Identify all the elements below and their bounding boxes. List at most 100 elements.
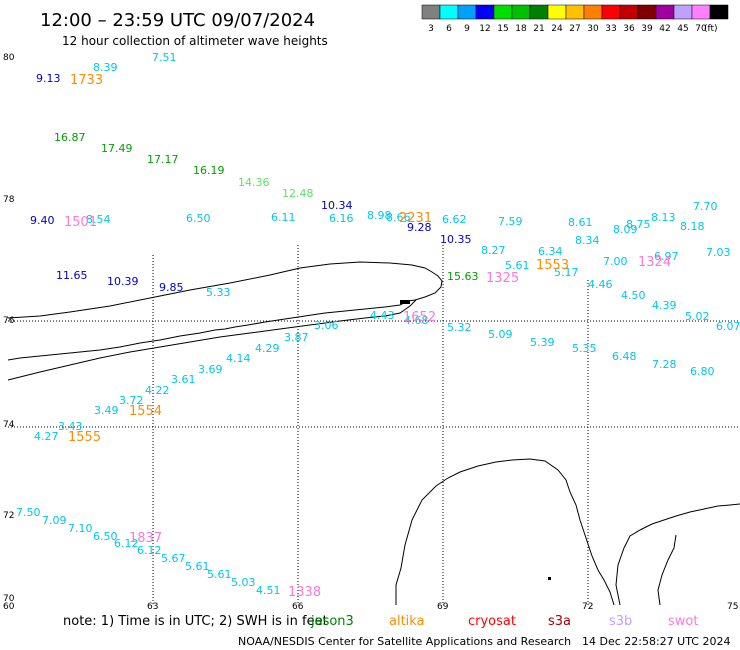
wave-height-value: 6.97	[654, 250, 679, 263]
wave-height-value: 5.67	[161, 552, 186, 565]
mission-label: altika	[389, 614, 425, 629]
wave-height-value: 5.32	[447, 321, 472, 334]
lat-label: 78	[3, 195, 15, 205]
wave-height-value: 5.09	[488, 328, 513, 341]
mission-label: s3a	[548, 614, 571, 629]
lat-label: 72	[3, 511, 14, 521]
pass-time-label: 1553	[536, 258, 569, 273]
wave-height-value: 7.70	[693, 200, 718, 213]
longitude-labels: 60 63 66 69 72 75	[3, 602, 738, 612]
legend-label: 42	[659, 24, 670, 34]
wave-height-value: 9.28	[407, 221, 432, 234]
lat-label: 74	[3, 420, 15, 430]
wave-height-value: 5.35	[572, 342, 597, 355]
wave-height-legend: 3 6 9 12 15 18 21 24 27 30 33 36 39 42 45 70(ft)	[421, 4, 729, 34]
legend-label: 9	[464, 24, 470, 34]
legend-swatch	[493, 4, 513, 20]
wave-height-value: 3.43	[58, 420, 83, 433]
mission-label: s3b	[609, 614, 632, 629]
wave-height-value: 4.68	[404, 314, 429, 327]
lat-label: 80	[3, 53, 15, 63]
footer-note: note: 1) Time is in UTC; 2) SWH is in fe…	[63, 614, 328, 629]
legend-swatch	[457, 4, 477, 20]
legend-swatch	[565, 4, 585, 20]
wave-height-value: 6.50	[186, 212, 211, 225]
mission-label: cryosat	[468, 614, 516, 629]
legend-swatch	[691, 4, 711, 20]
pass-time-label: 1733	[70, 73, 103, 88]
wave-height-value: 6.12	[114, 537, 139, 550]
lat-label: 76	[3, 316, 15, 326]
wave-height-value: 3.69	[198, 363, 223, 376]
legend-swatch	[709, 4, 729, 20]
legend-swatch	[601, 4, 621, 20]
page-title: 12:00 – 23:59 UTC 09/07/2024	[40, 10, 315, 31]
legend-swatch	[475, 4, 495, 20]
wave-height-value: 7.10	[68, 522, 93, 535]
wave-height-value: 11.65	[56, 269, 88, 282]
legend-label: 3	[428, 24, 434, 34]
wave-height-value: 8.13	[651, 211, 676, 224]
mission-legend: jason3 altika cryosat s3a s3b swot	[310, 614, 698, 629]
wave-height-value: 6.12	[137, 544, 162, 557]
coastline-island-south	[7, 299, 417, 381]
wave-height-value: 14.36	[238, 176, 270, 189]
lon-label: 72	[582, 602, 593, 612]
lon-label: 63	[147, 602, 158, 612]
map-area	[7, 245, 740, 606]
lon-label: 75	[727, 602, 738, 612]
wave-height-value: 12.48	[282, 187, 314, 200]
lon-label: 60	[3, 602, 15, 612]
wave-height-value: 7.28	[652, 358, 677, 371]
wave-height-value: 10.39	[107, 275, 139, 288]
wave-height-value: 8.09	[613, 223, 638, 236]
wave-height-value: 17.17	[147, 153, 179, 166]
wave-height-value: 7.50	[16, 506, 41, 519]
wave-height-value: 5.61	[185, 560, 210, 573]
legend-label: 70	[695, 24, 707, 34]
wave-height-value: 7.59	[498, 215, 523, 228]
legend-swatch	[673, 4, 693, 20]
wave-height-value: 7.09	[42, 514, 67, 527]
legend-swatch	[421, 4, 441, 20]
pass-time-label: 1338	[288, 585, 321, 600]
legend-label: 21	[533, 24, 544, 34]
coastline-mainland	[395, 458, 615, 606]
wave-height-value: 8.18	[680, 220, 705, 233]
wave-height-value: 3.06	[314, 319, 339, 332]
pass-time-label: 1555	[68, 430, 101, 445]
legend-swatch	[439, 4, 459, 20]
wave-height-value: 4.46	[588, 278, 613, 291]
wave-height-value: 17.49	[101, 142, 133, 155]
legend-swatch	[637, 4, 657, 20]
legend-unit: (ft)	[704, 24, 718, 34]
wave-height-value: 4.51	[256, 584, 281, 597]
legend-label: 36	[623, 24, 635, 34]
wave-height-value: 6.16	[329, 212, 354, 225]
coastline	[7, 261, 740, 606]
legend-label: 30	[587, 24, 599, 34]
wave-height-value: 8.98	[367, 209, 392, 222]
wave-height-value: 3.87	[284, 331, 309, 344]
coastline-peninsula-east	[615, 503, 740, 606]
pass-time-label: 1652	[403, 310, 436, 325]
wave-height-value: 10.35	[440, 233, 472, 246]
wave-height-value: 6.62	[442, 213, 467, 226]
wave-height-value: 4.22	[145, 384, 170, 397]
wave-height-value: 3.72	[119, 394, 144, 407]
wave-height-value: 8.54	[86, 213, 111, 226]
legend-swatch	[547, 4, 567, 20]
legend-label: 33	[605, 24, 616, 34]
mission-label: jason3	[310, 614, 354, 629]
wave-height-value: 8.61	[568, 216, 593, 229]
wave-height-value: 5.17	[554, 266, 579, 279]
wave-height-value: 16.19	[193, 164, 225, 177]
legend-swatch	[529, 4, 549, 20]
legend-label: 18	[515, 24, 527, 34]
wave-height-value: 8.39	[93, 61, 118, 74]
pass-time-label: 2231	[399, 211, 432, 226]
wave-height-value: 4.29	[255, 342, 280, 355]
wave-height-value: 5.39	[530, 336, 555, 349]
wave-height-value: 5.03	[231, 576, 256, 589]
pass-time-label: 1837	[129, 531, 162, 546]
